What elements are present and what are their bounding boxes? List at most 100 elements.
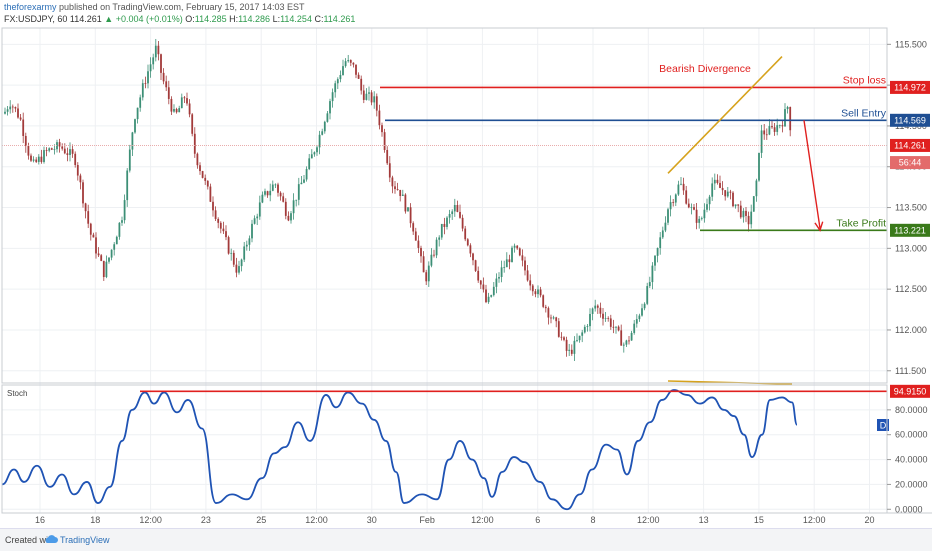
candle-body[interactable] bbox=[160, 54, 162, 73]
candle-body[interactable] bbox=[295, 199, 298, 201]
candle-body[interactable] bbox=[271, 184, 274, 191]
candle-body[interactable] bbox=[87, 211, 90, 224]
candle-body[interactable] bbox=[238, 266, 240, 273]
candle-body[interactable] bbox=[453, 205, 456, 212]
candle-body[interactable] bbox=[141, 83, 144, 98]
candle-body[interactable] bbox=[464, 228, 467, 240]
candle-body[interactable] bbox=[404, 194, 407, 212]
candle-body[interactable] bbox=[576, 340, 578, 341]
candle-body[interactable] bbox=[170, 98, 173, 112]
candle-body[interactable] bbox=[162, 72, 165, 82]
candle-body[interactable] bbox=[201, 171, 204, 178]
candle-body[interactable] bbox=[721, 187, 724, 191]
candle-body[interactable] bbox=[607, 318, 610, 319]
candle-body[interactable] bbox=[422, 256, 425, 273]
candle-body[interactable] bbox=[74, 153, 77, 165]
candle-body[interactable] bbox=[760, 130, 763, 153]
candle-body[interactable] bbox=[269, 190, 272, 196]
trade-levels[interactable]: Stop loss Sell Entry Take Profit Bearish Di… bbox=[2, 56, 887, 232]
candle-body[interactable] bbox=[396, 189, 399, 190]
candle-body[interactable] bbox=[487, 296, 490, 303]
candle-body[interactable] bbox=[287, 215, 290, 221]
candle-body[interactable] bbox=[14, 107, 17, 109]
candle-body[interactable] bbox=[230, 252, 233, 254]
candle-body[interactable] bbox=[92, 234, 95, 238]
candle-body[interactable] bbox=[526, 270, 529, 281]
candle-body[interactable] bbox=[479, 280, 482, 285]
candle-body[interactable] bbox=[615, 326, 617, 328]
candle-body[interactable] bbox=[784, 109, 786, 127]
candle-body[interactable] bbox=[30, 155, 32, 161]
candle-body[interactable] bbox=[347, 60, 350, 62]
candle-body[interactable] bbox=[225, 231, 227, 238]
candle-body[interactable] bbox=[27, 145, 30, 156]
candle-body[interactable] bbox=[115, 236, 118, 245]
candle-body[interactable] bbox=[251, 223, 253, 239]
candle-body[interactable] bbox=[183, 97, 186, 99]
candle-body[interactable] bbox=[737, 204, 740, 206]
candle-body[interactable] bbox=[609, 318, 612, 327]
candle-body[interactable] bbox=[427, 265, 430, 282]
candle-body[interactable] bbox=[729, 191, 732, 193]
candle-body[interactable] bbox=[258, 202, 261, 217]
candle-body[interactable] bbox=[248, 238, 251, 245]
candle-body[interactable] bbox=[713, 179, 716, 184]
candle-body[interactable] bbox=[24, 135, 27, 146]
candle-body[interactable] bbox=[97, 253, 100, 256]
candle-body[interactable] bbox=[503, 267, 506, 268]
candle-body[interactable] bbox=[152, 57, 155, 65]
candle-body[interactable] bbox=[776, 125, 779, 132]
candle-body[interactable] bbox=[591, 308, 594, 314]
candle-body[interactable] bbox=[58, 142, 61, 147]
candle-body[interactable] bbox=[594, 305, 597, 309]
candle-body[interactable] bbox=[277, 184, 279, 193]
candle-body[interactable] bbox=[316, 147, 318, 153]
candle-body[interactable] bbox=[368, 92, 370, 94]
candle-body[interactable] bbox=[412, 223, 415, 232]
candle-body[interactable] bbox=[378, 110, 381, 126]
candle-body[interactable] bbox=[69, 149, 71, 155]
candle-body[interactable] bbox=[243, 246, 246, 260]
candle-body[interactable] bbox=[214, 210, 217, 219]
candle-body[interactable] bbox=[557, 321, 560, 337]
candle-body[interactable] bbox=[703, 209, 706, 219]
candle-body[interactable] bbox=[196, 153, 199, 166]
candle-body[interactable] bbox=[188, 103, 191, 115]
candle-body[interactable] bbox=[381, 125, 383, 133]
candle-body[interactable] bbox=[685, 190, 688, 204]
candle-body[interactable] bbox=[50, 148, 53, 150]
candle-body[interactable] bbox=[308, 158, 311, 170]
candle-body[interactable] bbox=[175, 109, 178, 113]
candle-body[interactable] bbox=[677, 184, 680, 195]
candle-body[interactable] bbox=[674, 194, 677, 203]
candle-body[interactable] bbox=[786, 107, 789, 110]
candle-body[interactable] bbox=[79, 175, 82, 183]
candle-body[interactable] bbox=[394, 186, 396, 190]
candle-body[interactable] bbox=[581, 332, 584, 336]
candle-body[interactable] bbox=[789, 107, 792, 131]
candle-body[interactable] bbox=[477, 270, 480, 281]
candle-body[interactable] bbox=[45, 150, 48, 151]
candle-body[interactable] bbox=[758, 152, 760, 181]
candle-body[interactable] bbox=[498, 276, 500, 279]
candle-body[interactable] bbox=[693, 207, 695, 210]
candle-body[interactable] bbox=[191, 114, 194, 134]
candle-body[interactable] bbox=[589, 313, 591, 327]
candle-body[interactable] bbox=[745, 210, 747, 216]
candle-body[interactable] bbox=[217, 218, 220, 223]
candle-body[interactable] bbox=[456, 205, 459, 212]
candle-body[interactable] bbox=[778, 125, 781, 126]
candle-body[interactable] bbox=[435, 239, 438, 256]
candle-body[interactable] bbox=[724, 190, 727, 197]
candle-body[interactable] bbox=[643, 303, 646, 309]
candle-body[interactable] bbox=[747, 215, 750, 225]
candle-body[interactable] bbox=[633, 323, 636, 333]
candle-body[interactable] bbox=[635, 319, 638, 324]
candle-body[interactable] bbox=[313, 152, 316, 155]
candle-body[interactable] bbox=[708, 196, 711, 205]
candle-body[interactable] bbox=[108, 257, 110, 262]
chart-canvas[interactable]: Stop loss Sell Entry Take Profit Bearish Di… bbox=[0, 0, 932, 528]
candle-body[interactable] bbox=[695, 209, 698, 223]
candle-body[interactable] bbox=[388, 163, 391, 178]
candle-body[interactable] bbox=[552, 317, 555, 319]
